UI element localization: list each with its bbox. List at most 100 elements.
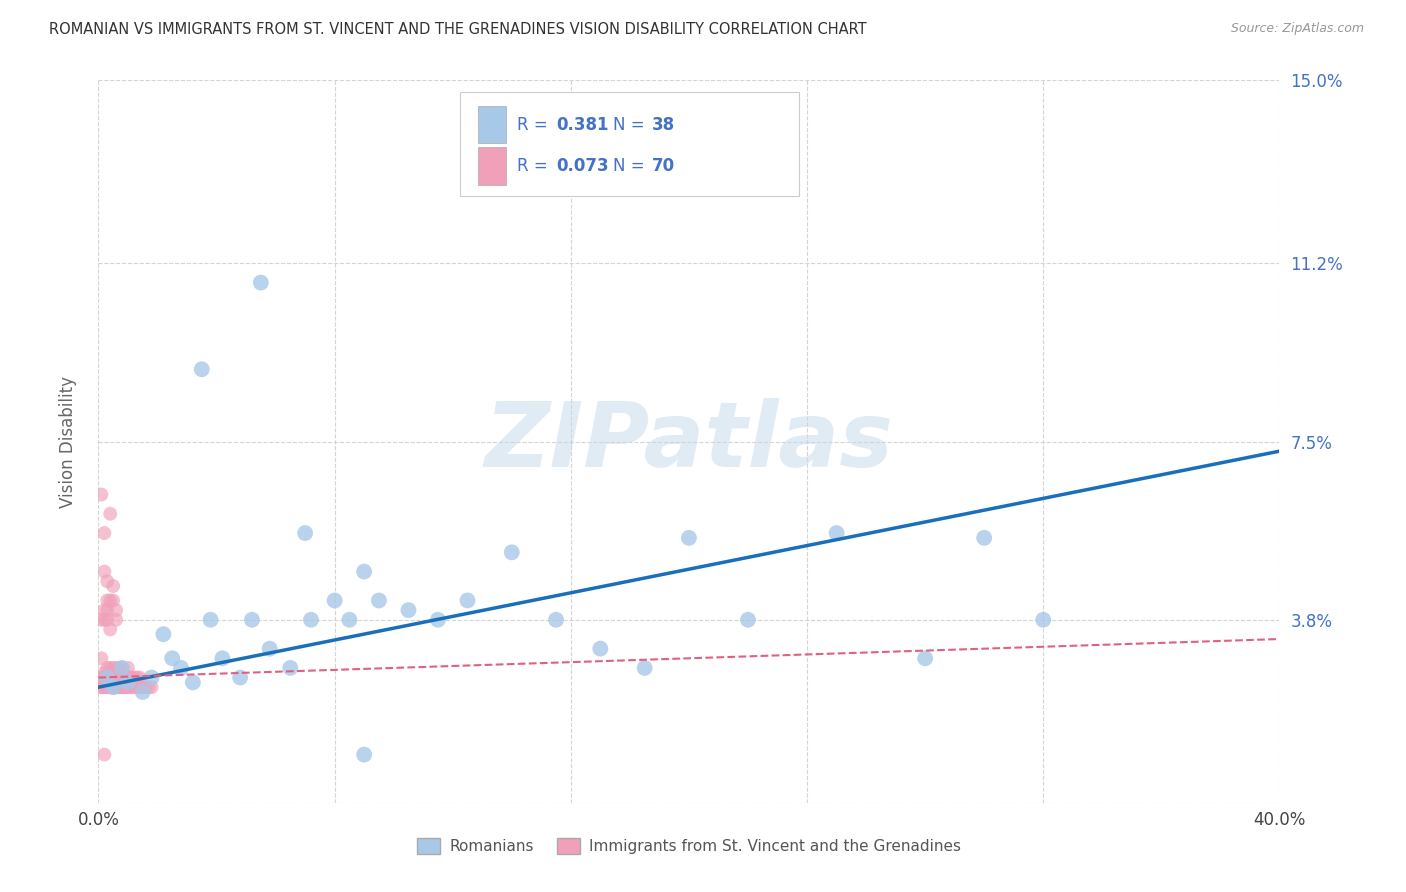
Point [211,651,233,665]
Point [973,531,995,545]
Point [105,603,128,617]
Text: R =: R = [517,116,553,134]
Point [323,593,346,607]
Point [90,680,112,694]
Point [105,613,128,627]
Point [108,661,131,675]
Point [141,680,163,694]
Point [103,671,125,685]
Point [280,661,302,675]
Point [589,641,612,656]
Text: R =: R = [517,157,553,175]
Point [96,603,118,617]
Point [132,685,155,699]
Point [111,661,134,675]
Point [128,680,150,694]
Point [108,680,131,694]
Text: N =: N = [613,116,650,134]
Point [96,613,118,627]
Point [678,531,700,545]
Point [132,680,155,694]
Point [103,661,125,675]
Point [103,671,125,685]
Point [125,680,148,694]
Point [294,526,316,541]
Point [152,627,174,641]
Point [229,671,252,685]
Point [96,574,118,589]
Point [93,671,115,685]
Point [114,671,136,685]
Point [427,613,450,627]
Point [96,680,118,694]
Point [117,675,139,690]
Point [240,613,263,627]
Point [103,593,125,607]
Text: 0.381: 0.381 [557,116,609,134]
Point [138,680,160,694]
Point [90,680,112,694]
Point [105,671,128,685]
Point [90,651,112,665]
Point [1032,613,1054,627]
Point [398,603,420,617]
Point [117,680,139,694]
Point [200,613,222,627]
Text: 70: 70 [652,157,675,175]
Point [546,613,568,627]
Legend: Romanians, Immigrants from St. Vincent and the Grenadines: Romanians, Immigrants from St. Vincent a… [411,832,967,860]
Point [108,671,131,685]
Point [135,680,157,694]
Point [90,613,112,627]
Point [117,661,139,675]
Point [90,487,112,501]
Point [111,680,134,694]
Text: ROMANIAN VS IMMIGRANTS FROM ST. VINCENT AND THE GRENADINES VISION DISABILITY COR: ROMANIAN VS IMMIGRANTS FROM ST. VINCENT … [49,22,868,37]
Point [105,680,128,694]
Point [120,680,142,694]
Point [141,671,163,685]
Point [634,661,657,675]
Point [250,276,273,290]
Point [96,671,118,685]
Point [457,593,479,607]
Point [93,680,115,694]
Point [914,651,936,665]
Point [98,623,121,637]
Point [120,671,142,685]
Point [339,613,361,627]
Point [368,593,391,607]
Point [111,680,134,694]
Point [191,362,214,376]
Point [96,593,118,607]
Point [162,651,183,665]
Point [114,680,136,694]
Text: ZIPatlas: ZIPatlas [485,398,893,485]
Point [259,641,281,656]
Point [122,671,145,685]
Point [105,680,128,694]
Point [98,593,121,607]
Point [103,680,125,694]
Point [114,680,136,694]
Point [737,613,759,627]
Point [825,526,848,541]
Point [96,671,118,685]
Point [105,661,128,675]
Point [117,680,139,694]
Point [125,671,148,685]
Point [103,579,125,593]
Point [93,747,115,762]
Point [103,680,125,694]
Point [93,603,115,617]
Point [111,671,134,685]
Point [108,680,131,694]
Text: 0.073: 0.073 [557,157,609,175]
Point [96,680,118,694]
Y-axis label: Vision Disability: Vision Disability [59,376,77,508]
Point [353,565,375,579]
Point [181,675,204,690]
Point [299,613,322,627]
Point [501,545,523,559]
Point [90,671,112,685]
